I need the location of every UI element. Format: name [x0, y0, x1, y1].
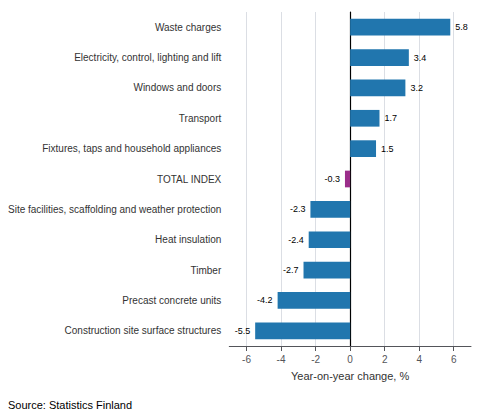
svg-text:Fixtures, taps and household a: Fixtures, taps and household appliances [42, 143, 221, 154]
svg-text:2: 2 [382, 354, 388, 365]
svg-text:5.8: 5.8 [455, 22, 468, 32]
svg-text:Precast concrete units: Precast concrete units [122, 295, 221, 306]
svg-text:-2.4: -2.4 [288, 235, 304, 245]
svg-text:-2.3: -2.3 [290, 204, 306, 214]
svg-text:TOTAL INDEX: TOTAL INDEX [157, 174, 222, 185]
svg-text:-0.3: -0.3 [324, 174, 340, 184]
svg-text:Source: Statistics Finland: Source: Statistics Finland [8, 399, 132, 411]
svg-text:-6: -6 [242, 354, 251, 365]
svg-text:4: 4 [416, 354, 422, 365]
svg-text:0: 0 [347, 354, 353, 365]
svg-text:Electricity, control, lighting: Electricity, control, lighting and lift [74, 52, 221, 63]
svg-text:Construction site surface stru: Construction site surface structures [65, 325, 222, 336]
svg-text:-4: -4 [277, 354, 286, 365]
svg-text:Site facilities, scaffolding a: Site facilities, scaffolding and weather… [8, 204, 221, 215]
svg-text:Transport: Transport [179, 113, 222, 124]
svg-text:-5.5: -5.5 [235, 326, 251, 336]
svg-text:-2: -2 [311, 354, 320, 365]
svg-text:-4.2: -4.2 [257, 295, 273, 305]
svg-text:-2.7: -2.7 [283, 265, 299, 275]
svg-text:Windows and doors: Windows and doors [133, 82, 221, 93]
svg-text:3.4: 3.4 [414, 53, 427, 63]
svg-text:Year-on-year change, %: Year-on-year change, % [291, 370, 409, 382]
svg-text:6: 6 [451, 354, 457, 365]
svg-text:Heat insulation: Heat insulation [155, 234, 221, 245]
svg-text:Timber: Timber [191, 265, 222, 276]
svg-text:3.2: 3.2 [410, 83, 423, 93]
svg-text:Waste charges: Waste charges [155, 22, 221, 33]
svg-text:1.5: 1.5 [381, 144, 394, 154]
svg-text:1.7: 1.7 [384, 113, 397, 123]
